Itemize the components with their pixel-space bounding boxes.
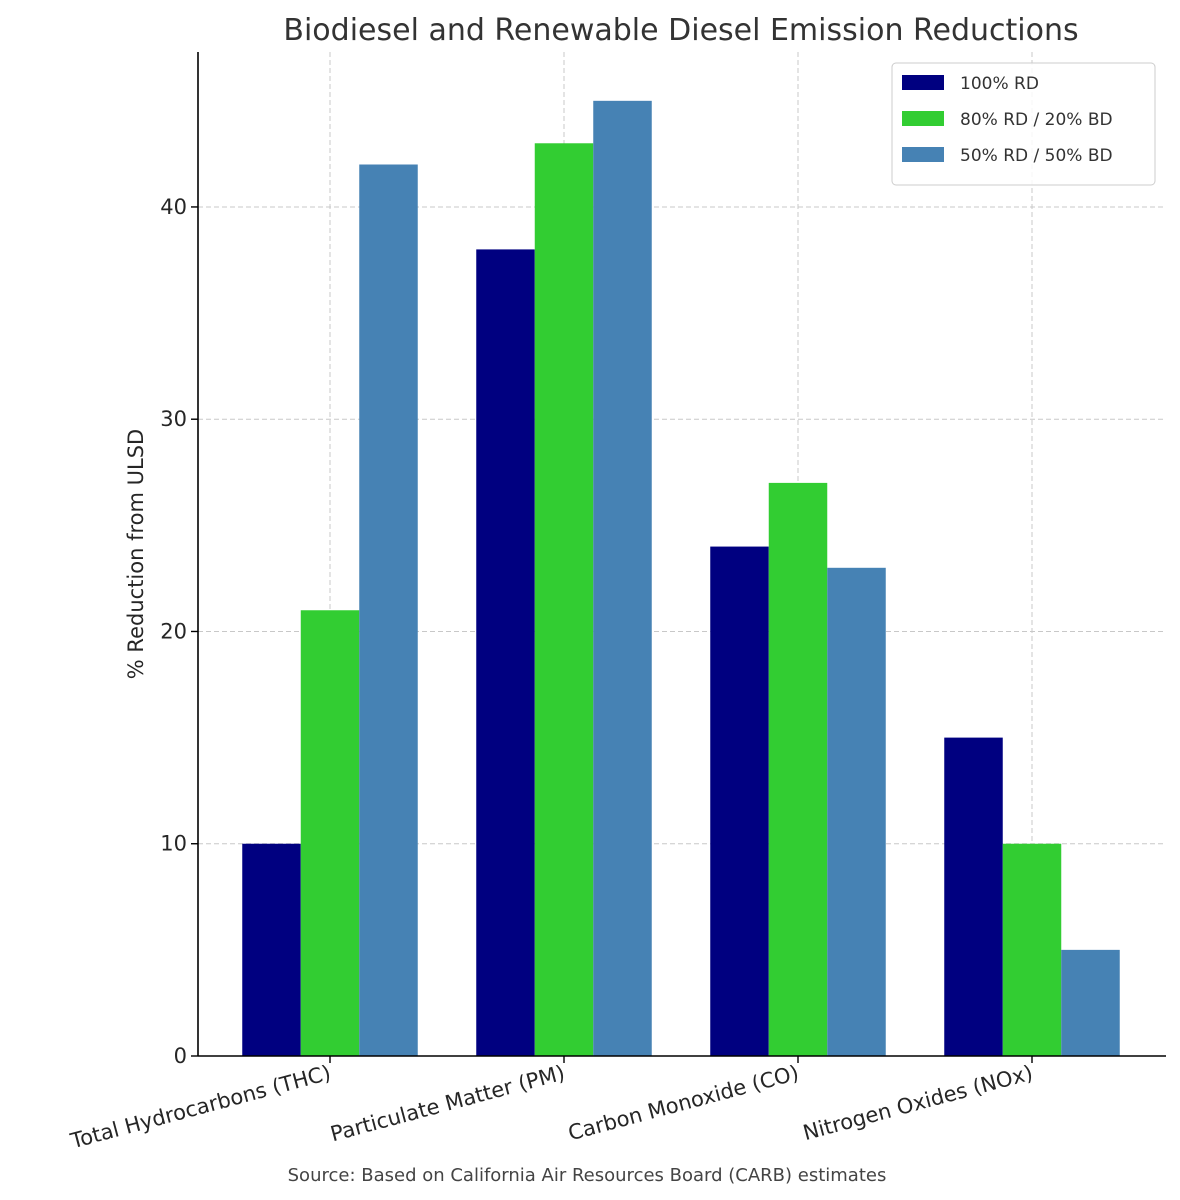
y-axis-label: % Reduction from ULSD <box>124 429 148 679</box>
bar <box>476 249 535 1056</box>
y-tick-label: 10 <box>160 832 187 856</box>
bar <box>359 164 418 1056</box>
x-tick-label: Carbon Monoxide (CO) <box>566 1061 802 1146</box>
legend-frame <box>891 62 1156 186</box>
legend-label: 100% RD <box>960 74 1039 94</box>
legend-label: 80% RD / 20% BD <box>960 110 1113 130</box>
legend-swatch <box>902 147 944 162</box>
bar <box>593 100 652 1056</box>
bar <box>768 482 828 1056</box>
x-tick-label: Nitrogen Oxides (NOx) <box>800 1061 1035 1145</box>
legend-swatch <box>902 111 944 126</box>
bar <box>944 737 1003 1056</box>
source-note: Source: Based on California Air Resource… <box>288 1165 887 1186</box>
bar <box>1061 949 1120 1056</box>
y-tick-label: 40 <box>160 195 187 219</box>
bar <box>242 843 301 1056</box>
category-labels: Total Hydrocarbons (THC)Particulate Matt… <box>67 1061 1035 1154</box>
bars-layer <box>242 100 1120 1057</box>
legend-label: 50% RD / 50% BD <box>960 146 1113 166</box>
y-tick-label: 20 <box>160 619 187 643</box>
y-tick-label: 0 <box>174 1044 187 1068</box>
y-tick-label: 30 <box>160 407 187 431</box>
bar <box>827 567 886 1056</box>
ticks-layer: 0 10 20 30 40 <box>160 195 1033 1068</box>
bar <box>300 610 360 1056</box>
legend-swatch <box>902 75 944 90</box>
chart-title: Biodiesel and Renewable Diesel Emission … <box>283 13 1078 48</box>
bar <box>534 143 594 1057</box>
bar <box>710 546 769 1056</box>
bar <box>1002 843 1062 1056</box>
legend: 100% RD 80% RD / 20% BD 50% RD / 50% BD <box>891 62 1156 186</box>
x-tick-label: Particulate Matter (PM) <box>328 1061 568 1147</box>
x-tick-label: Total Hydrocarbons (THC) <box>67 1061 333 1154</box>
